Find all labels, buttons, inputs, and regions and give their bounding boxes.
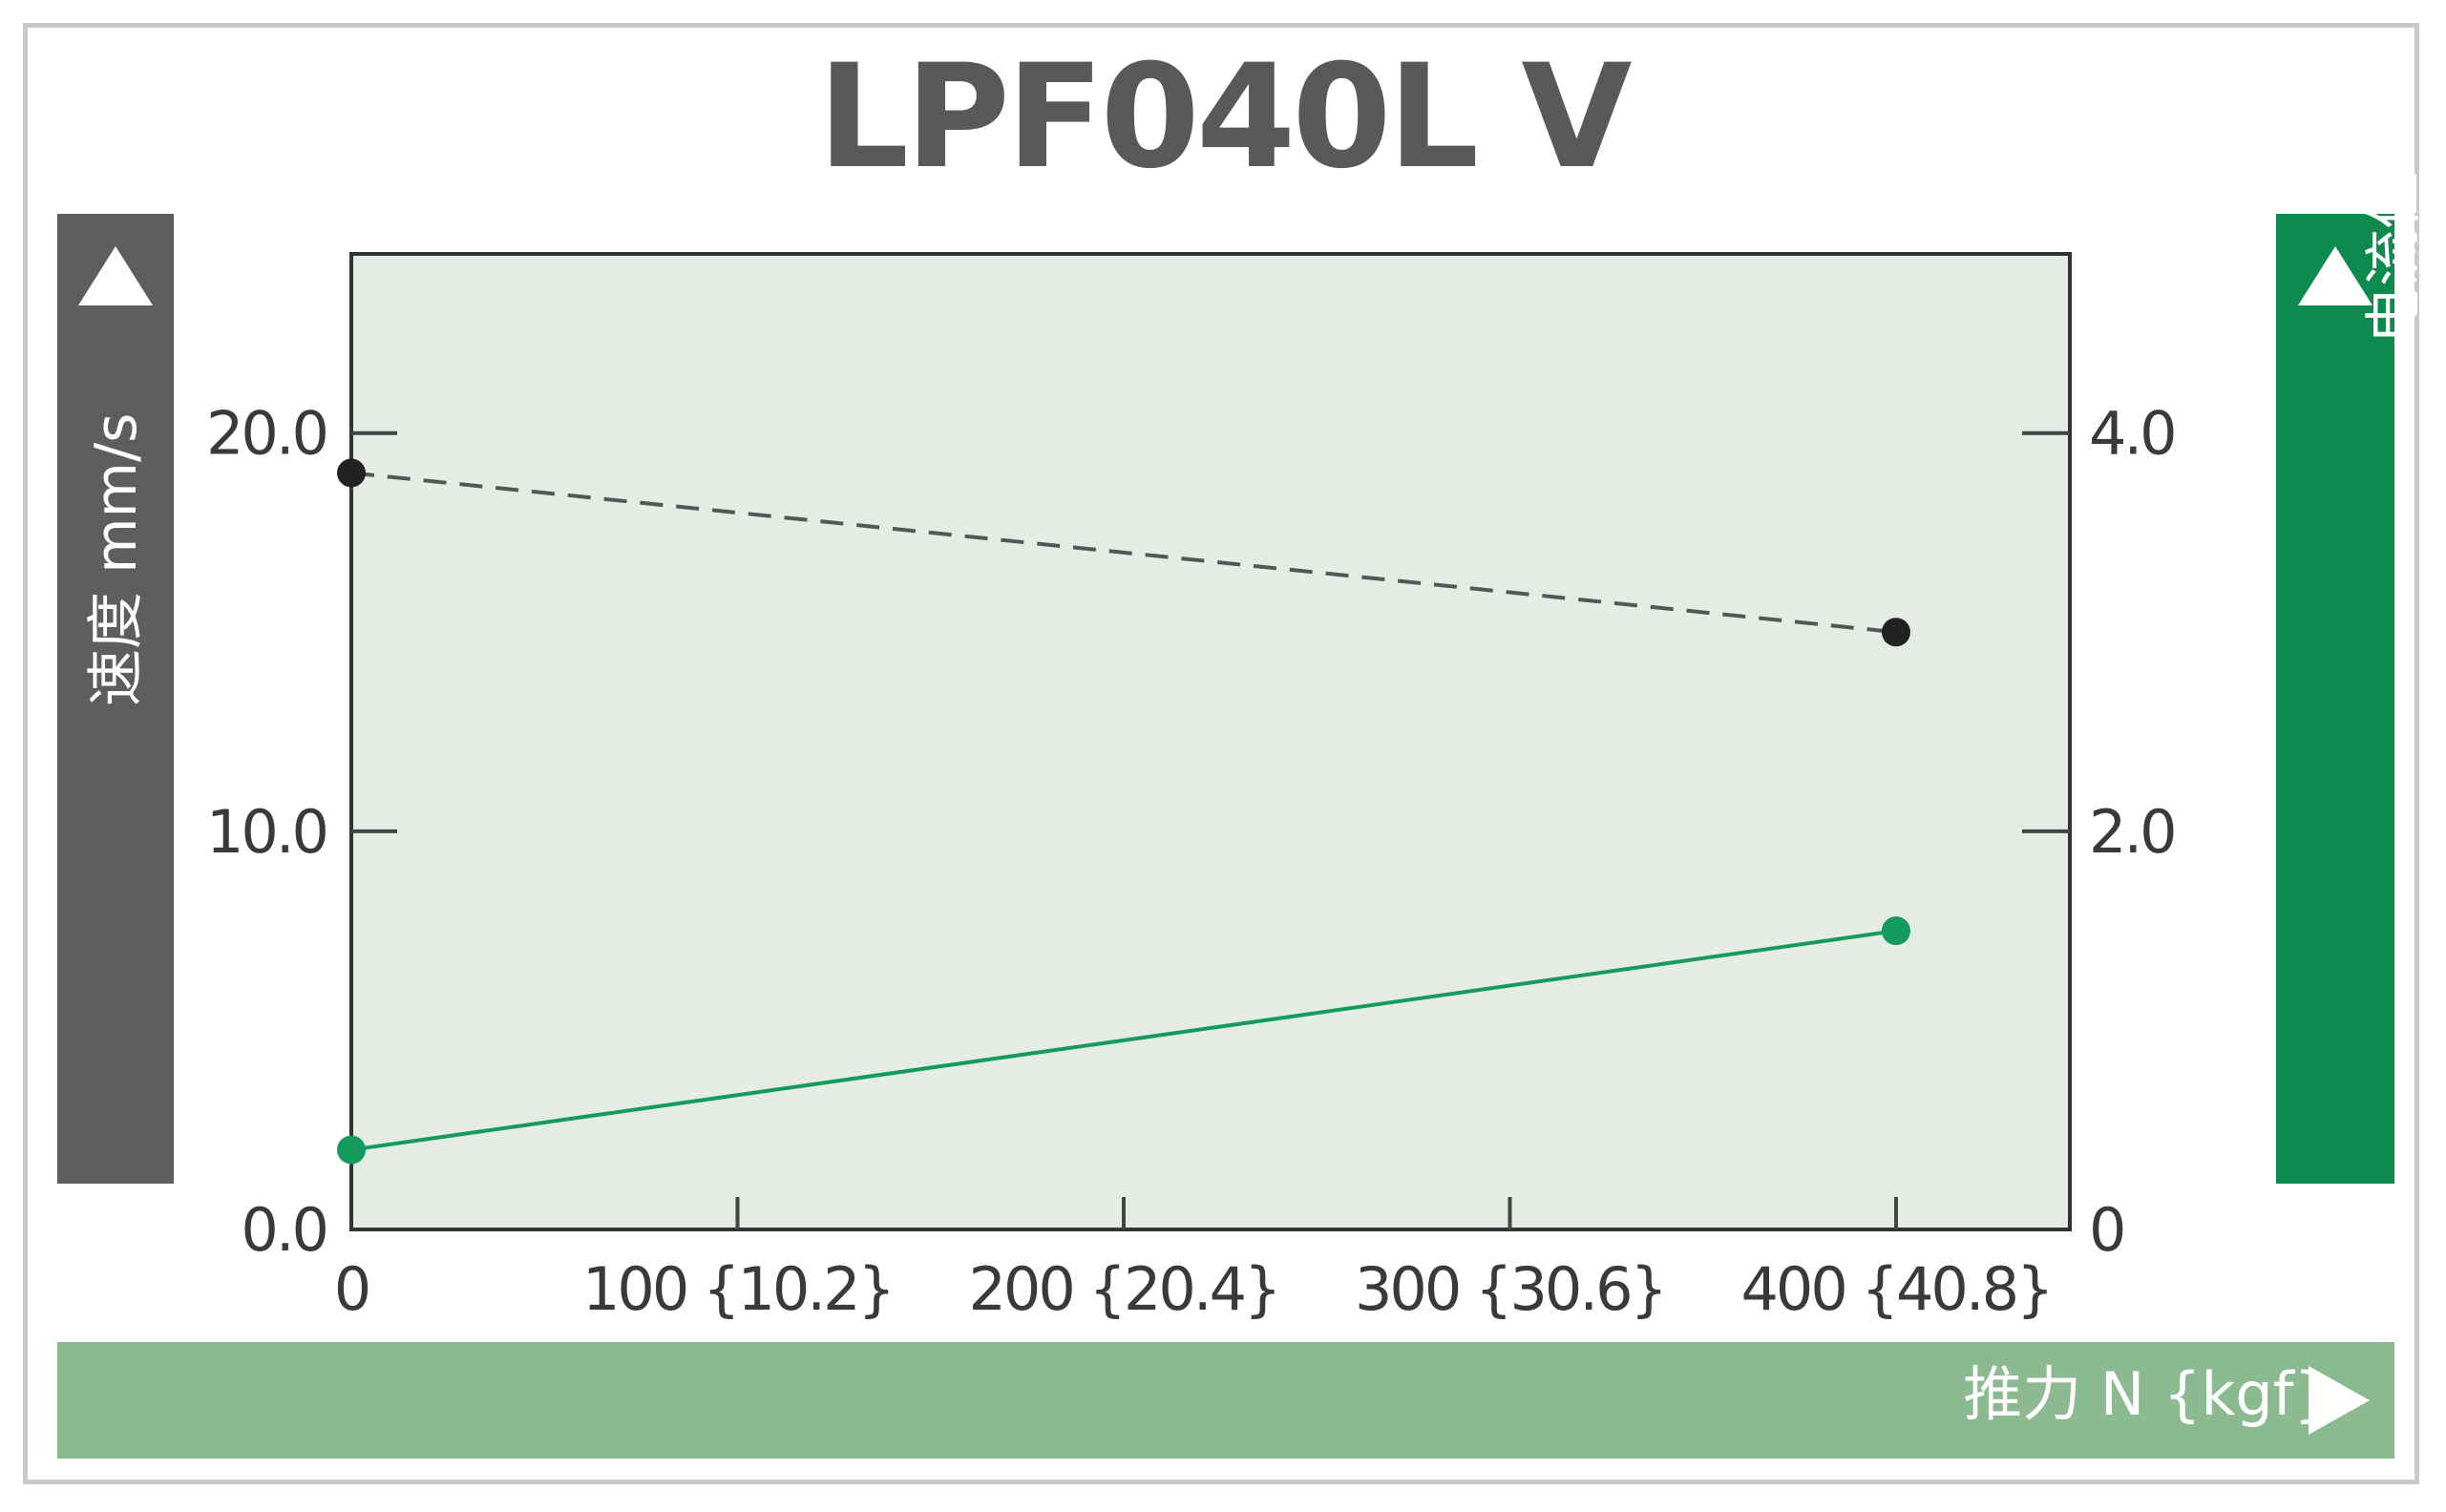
y-left-tick-label: 0.0 (241, 1195, 327, 1265)
x-axis-banner (57, 1342, 2394, 1459)
x-tick-label: 0 (334, 1254, 369, 1324)
plot-area (349, 252, 2072, 1231)
left-axis-banner (57, 214, 174, 1184)
series-1-line (350, 929, 1897, 1152)
x-axis-label: 推力 N {kgf} (1963, 1359, 2331, 1429)
x-tick-label: 300 {30.6} (1355, 1254, 1665, 1324)
x-tick-label: 200 {20.4} (968, 1254, 1278, 1324)
series-0-point (1881, 618, 1910, 647)
series-0-point (337, 458, 366, 488)
tick-labels: 0 100 {10.2} 200 {20.4} 300 {30.6} 400 {40.8… (206, 399, 2178, 1324)
series-0-line (350, 471, 1897, 635)
series-1-point (1881, 916, 1910, 946)
x-tick-label: 400 {40.8} (1740, 1254, 2051, 1324)
right-axis-banner (2276, 214, 2394, 1184)
triangle-right-icon (2309, 1366, 2370, 1435)
y-left-tick-label: 20.0 (206, 399, 327, 469)
triangle-up-icon (2298, 246, 2372, 305)
y-right-tick-label: 2.0 (2089, 797, 2175, 867)
y-right-tick-label: 4.0 (2089, 399, 2175, 469)
series-1-point (337, 1135, 366, 1165)
chart-title: LPF040L V (817, 34, 1633, 200)
series-layer (337, 458, 1910, 1165)
axis-ticks (351, 430, 2070, 1229)
x-tick-label: 100 {10.2} (582, 1254, 893, 1324)
y-right-tick-label: 0 (2089, 1195, 2123, 1265)
y-left-tick-label: 10.0 (206, 797, 327, 867)
triangle-up-icon (78, 246, 153, 305)
